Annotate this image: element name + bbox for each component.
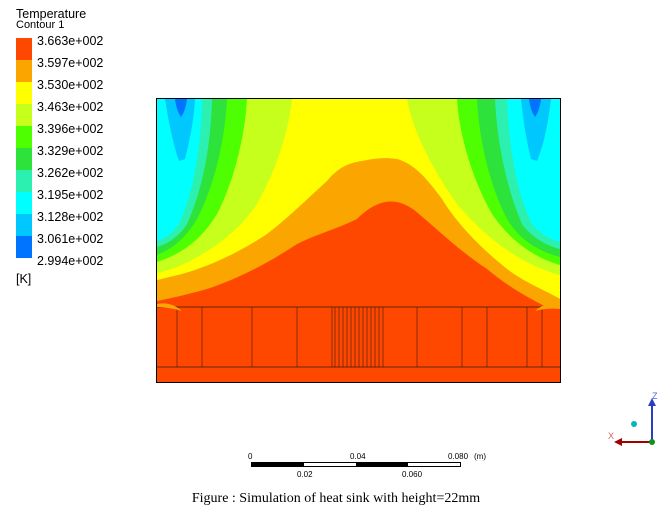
legend-swatch (16, 38, 32, 60)
legend-label: 3.463e+002 (37, 100, 104, 114)
contour-band-lightblue (165, 99, 195, 161)
legend-swatch (16, 170, 32, 192)
legend-label: 3.128e+002 (37, 210, 104, 224)
contour-band-cyan (157, 99, 202, 241)
legend-label: 2.994e+002 (37, 254, 104, 268)
contour-field (157, 99, 560, 382)
legend-label: 3.329e+002 (37, 144, 104, 158)
legend-title: Temperature (16, 7, 87, 21)
contour-band-orange (535, 304, 560, 311)
legend-label: 3.530e+002 (37, 78, 104, 92)
legend-swatch (16, 236, 32, 258)
legend-label: 3.195e+002 (37, 188, 104, 202)
scale-segment (252, 463, 304, 466)
figure-caption: Figure : Simulation of heat sink with he… (191, 491, 481, 506)
legend-swatch (16, 104, 32, 126)
x-axis-arrowhead (614, 438, 622, 446)
scale-unit: (m) (474, 452, 486, 461)
scale-label-top: 0.04 (350, 452, 366, 461)
contour-band-lightblue (521, 99, 551, 161)
axes-triad-icon: Z X (608, 391, 658, 446)
legend-swatch (16, 192, 32, 214)
legend-unit: [K] (16, 272, 32, 286)
scale-segment (408, 463, 460, 466)
scale-segment (304, 463, 356, 466)
legend-swatch (16, 82, 32, 104)
legend-label: 3.663e+002 (37, 34, 104, 48)
legend-swatch (16, 60, 32, 82)
axes-triad[interactable]: Z X (608, 391, 664, 452)
contour-band-blue (529, 99, 541, 117)
scale-label-bottom: 0.02 (297, 470, 313, 479)
scale-label-top: 0.080 (448, 452, 469, 461)
contour-band-orange (157, 303, 182, 311)
legend-label: 3.262e+002 (37, 166, 104, 180)
z-axis-label: Z (652, 392, 658, 401)
legend-swatch (16, 148, 32, 170)
scale-label-bottom: 0.060 (402, 470, 423, 479)
z-axis-arrowhead (648, 398, 656, 406)
legend-swatch (16, 214, 32, 236)
temperature-contour-plot[interactable] (156, 98, 561, 383)
scale-segment (356, 463, 408, 466)
scale-label-top: 0 (248, 452, 253, 461)
x-axis-label: X (608, 431, 614, 441)
scale-bar: 0 0.04 0.080 (m) 0.02 0.060 (240, 450, 500, 490)
legend-label: 3.061e+002 (37, 232, 104, 246)
heat-sink-fins (176, 307, 543, 367)
legend-swatch (16, 126, 32, 148)
legend-label: 3.396e+002 (37, 122, 104, 136)
contour-band-blue (175, 99, 187, 117)
heat-sink-base (157, 307, 560, 382)
origin-dot (649, 439, 655, 445)
legend-colorbar (16, 38, 32, 258)
contour-band-cyan (507, 99, 560, 242)
legend-labels: 3.663e+002 3.597e+002 3.530e+002 3.463e+… (37, 35, 103, 277)
scale-bar-segments (251, 462, 461, 467)
y-axis-dot (631, 421, 637, 427)
legend-subtitle: Contour 1 (16, 19, 65, 31)
legend-label: 3.597e+002 (37, 56, 104, 70)
